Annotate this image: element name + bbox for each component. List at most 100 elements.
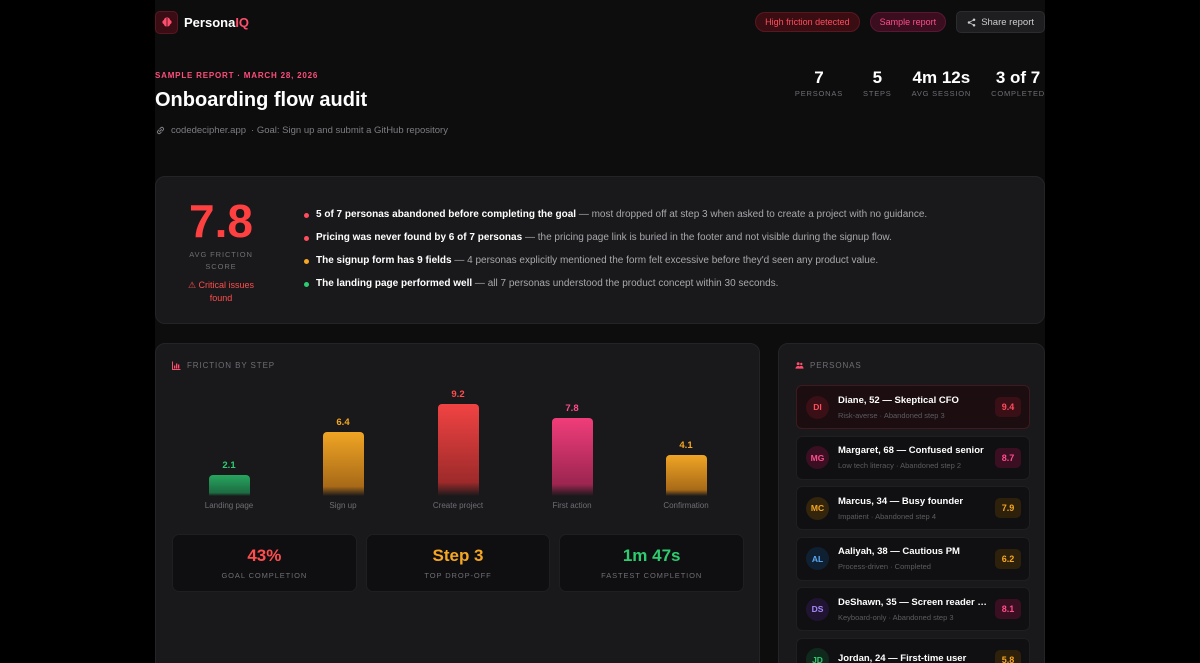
report-container: PersonaIQ High friction detected Sample … — [155, 0, 1045, 663]
bullet-dot — [304, 235, 309, 241]
persona-name: Jordan, 24 — First-time user — [838, 652, 967, 663]
stat-label: AVG SESSION — [911, 89, 972, 98]
persona-text: Margaret, 68 — Confused senior Low tech … — [838, 444, 988, 471]
persona-score: 8.1 — [995, 599, 1021, 620]
page-title: Onboarding flow audit — [155, 89, 368, 111]
bar-value-label: 9.2 — [451, 389, 465, 400]
avatar: DI — [806, 395, 829, 419]
personas-heading-label: PERSONAS — [810, 361, 862, 370]
persona-desc: Low tech literacy · Abandoned step 2 — [838, 461, 961, 471]
persona-desc: Process-driven · Completed — [838, 562, 931, 572]
finding-bold: 5 of 7 personas abandoned before complet… — [316, 209, 577, 220]
metrics-row: 43% GOAL COMPLETION Step 3 TOP DROP-OFF … — [172, 534, 745, 592]
persona-name: Aaliyah, 38 — Cautious PM — [838, 546, 960, 558]
bar-landing-page[interactable] — [208, 475, 250, 496]
finding-rest: — most dropped off at step 3 when asked … — [576, 209, 928, 220]
metric-goal-completion: 43% GOAL COMPLETION — [172, 534, 357, 592]
finding-item: Pricing was never found by 6 of 7 person… — [304, 231, 1024, 245]
logo-text: PersonaIQ — [184, 15, 249, 30]
metric-label: GOAL COMPLETION — [221, 571, 308, 580]
stats-row: 7 PERSONAS 5 STEPS 4m 12s AVG SESSION 3 … — [795, 68, 1045, 98]
finding-rest: — all 7 personas understood the product … — [472, 278, 779, 289]
metric-fastest-completion: 1m 47s FASTEST COMPLETION — [559, 534, 745, 592]
bar-value-label: 7.8 — [565, 403, 579, 414]
friction-score-label-line: AVG FRICTION — [189, 250, 253, 259]
bar-chart-icon — [172, 361, 181, 370]
link-icon — [156, 126, 165, 135]
share-report-button[interactable]: Share report — [956, 11, 1045, 33]
finding-bold: Pricing was never found by 6 of 7 person… — [316, 232, 523, 243]
bar-category-label: Landing page — [204, 501, 254, 510]
finding-item: The signup form has 9 fields — 4 persona… — [304, 254, 1024, 268]
report-domain[interactable]: codedecipher.app — [171, 125, 247, 136]
users-icon — [795, 362, 804, 369]
stat-value: 5 — [872, 68, 883, 87]
logo-text-accent: IQ — [235, 14, 250, 30]
persona-item[interactable]: AL Aaliyah, 38 — Cautious PM Process-dri… — [796, 536, 1030, 581]
metric-value: 43% — [247, 546, 282, 565]
stat-label: PERSONAS — [794, 89, 844, 98]
finding-item: 5 of 7 personas abandoned before complet… — [304, 208, 1024, 222]
persona-name: Marcus, 34 — Busy founder — [838, 495, 964, 507]
persona-list: DI Diane, 52 — Skeptical CFO Risk-averse… — [796, 385, 1030, 663]
persona-name: DeShawn, 35 — Screen reader user — [838, 596, 988, 608]
bullet-dot — [304, 258, 309, 264]
bar-first-action[interactable] — [551, 418, 593, 496]
friction-score-label-line: SCORE — [205, 262, 237, 271]
stat-value: 7 — [814, 68, 824, 87]
finding-text: Pricing was never found by 6 of 7 person… — [316, 231, 892, 245]
persona-score: 8.7 — [995, 447, 1021, 468]
critical-issues-line: ⚠ Critical issues — [187, 280, 255, 290]
persona-item[interactable]: MG Margaret, 68 — Confused senior Low te… — [796, 435, 1030, 480]
bar-value-label: 4.1 — [679, 440, 693, 451]
finding-rest: — the pricing page link is buried in the… — [522, 232, 892, 243]
persona-text: Diane, 52 — Skeptical CFO Risk-averse · … — [838, 394, 988, 421]
persona-item[interactable]: MC Marcus, 34 — Busy founder Impatient ·… — [796, 486, 1030, 531]
friction-score: 7.8 — [189, 195, 253, 247]
report-eyebrow: SAMPLE REPORT · MARCH 28, 2026 — [155, 71, 319, 80]
stat-label: COMPLETED — [991, 89, 1045, 98]
finding-text: The landing page performed well — all 7 … — [316, 277, 778, 291]
bar-category-label: Create project — [432, 501, 484, 510]
bullet-dot — [304, 212, 309, 218]
persona-score: 6.2 — [995, 548, 1021, 569]
metric-label: TOP DROP-OFF — [424, 571, 492, 580]
avatar: DS — [806, 597, 829, 621]
persona-desc: Risk-averse · Abandoned step 3 — [838, 410, 945, 420]
friction-by-step-card: FRICTION BY STEP 2.1 Landing page 6.4 Sign … — [155, 343, 760, 663]
persona-item[interactable]: DS DeShawn, 35 — Screen reader user Keyb… — [796, 587, 1030, 632]
persona-name: Diane, 52 — Skeptical CFO — [838, 394, 959, 406]
personas-card: PERSONAS DI Diane, 52 — Skeptical CFO Ri… — [778, 343, 1045, 663]
logo[interactable]: PersonaIQ — [155, 10, 249, 34]
bar-confirmation[interactable] — [665, 455, 707, 496]
top-bar: PersonaIQ High friction detected Sample … — [155, 10, 1045, 34]
avatar: MC — [806, 496, 829, 520]
finding-text: 5 of 7 personas abandoned before complet… — [316, 208, 927, 222]
finding-rest: — 4 personas explicitly mentioned the fo… — [451, 255, 879, 266]
bar-create-project[interactable] — [437, 404, 479, 496]
critical-issues-alert: ⚠ Critical issues found — [176, 279, 266, 305]
avatar: MG — [806, 446, 829, 470]
finding-bold: The landing page performed well — [316, 278, 473, 289]
findings-list: 5 of 7 personas abandoned before complet… — [304, 208, 1024, 300]
friction-heading: FRICTION BY STEP — [172, 361, 275, 370]
personas-heading: PERSONAS — [795, 361, 862, 370]
stat-value: 4m 12s — [912, 68, 971, 87]
share-icon — [967, 18, 976, 26]
stat-personas: 7 PERSONAS — [795, 68, 843, 98]
persona-item[interactable]: DI Diane, 52 — Skeptical CFO Risk-averse… — [796, 385, 1030, 429]
persona-item[interactable]: JD Jordan, 24 — First-time user 5.8 — [796, 637, 1030, 663]
bullet-dot — [304, 281, 309, 287]
bar-category-label: First action — [552, 501, 592, 510]
metric-top-drop-off: Step 3 TOP DROP-OFF — [365, 534, 551, 592]
stat-completed: 3 of 7 COMPLETED — [991, 68, 1045, 98]
summary-card: 7.8 AVG FRICTION SCORE ⚠ Critical issues… — [155, 176, 1045, 324]
bar-sign-up[interactable] — [322, 432, 364, 496]
top-actions: High friction detected Sample report Sha… — [755, 11, 1045, 33]
friction-heading-label: FRICTION BY STEP — [187, 361, 276, 370]
persona-score: 9.4 — [995, 397, 1021, 417]
share-report-label: Share report — [981, 16, 1034, 28]
persona-text: Marcus, 34 — Busy founder Impatient · Ab… — [838, 495, 988, 522]
brain-icon — [155, 10, 178, 34]
